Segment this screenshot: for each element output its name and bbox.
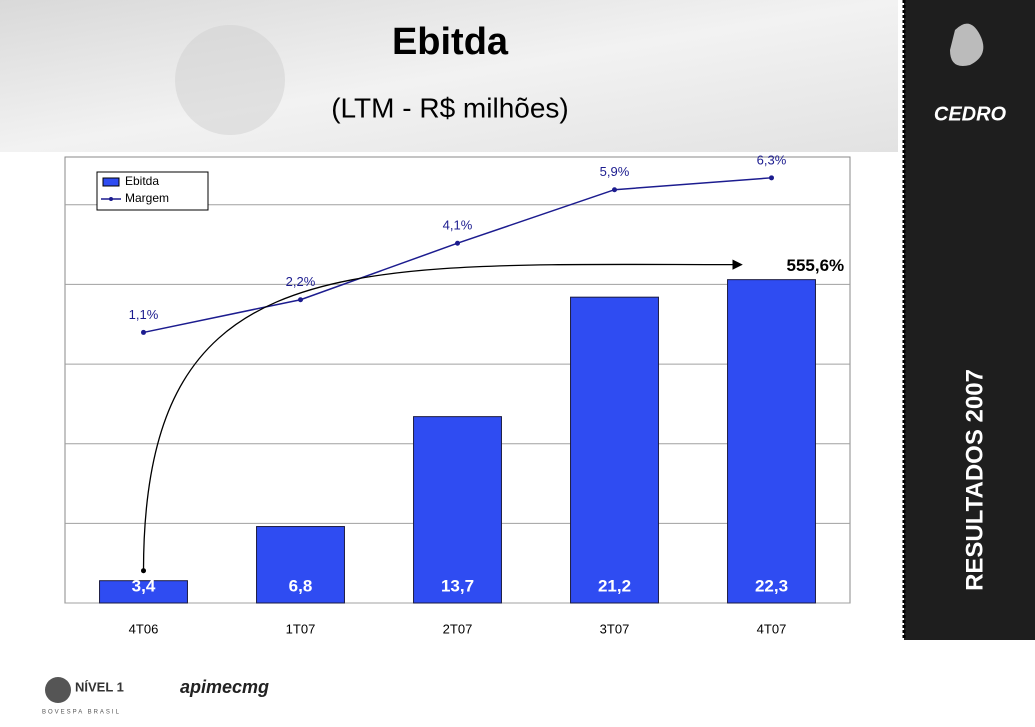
logo-icon xyxy=(950,23,984,67)
line-value-label: 2,2% xyxy=(286,274,316,289)
bar xyxy=(99,580,188,604)
chart: 4T06 1T07 2T07 3T07 4T07 3,4 6,8 13,7 21,2 22,3 1,… xyxy=(65,152,850,636)
line-point xyxy=(455,240,460,246)
x-tick-label: 1T07 xyxy=(286,621,316,636)
bar xyxy=(413,416,502,604)
line-value-label: 1,1% xyxy=(129,307,159,322)
footer-left-sub: BOVESPA BRASIL xyxy=(42,710,121,716)
header-band xyxy=(0,0,898,152)
bar-value-label: 22,3 xyxy=(755,576,788,595)
bar xyxy=(570,296,659,604)
line-value-label: 5,9% xyxy=(600,164,630,179)
legend-swatch xyxy=(102,177,120,187)
annotation-dot xyxy=(141,568,146,574)
line-value-label: 6,3% xyxy=(757,152,787,167)
legend-swatch-dot xyxy=(109,197,113,201)
bar xyxy=(727,279,816,604)
bar-value-label: 13,7 xyxy=(441,576,474,595)
chart-subtitle: (LTM - R$ milhões) xyxy=(331,92,569,123)
sidebar xyxy=(904,0,1035,640)
bar-value-label: 6,8 xyxy=(289,576,313,595)
bar-value-label: 21,2 xyxy=(598,576,631,595)
legend-label: Ebitda xyxy=(125,174,159,188)
sidebar-text: RESULTADOS 2007 xyxy=(961,369,988,591)
header-texture xyxy=(175,25,285,135)
x-tick-label: 3T07 xyxy=(600,621,630,636)
line-point xyxy=(612,187,617,193)
bar xyxy=(256,526,345,604)
footer-logo-icon xyxy=(45,677,71,703)
chart-title: Ebitda xyxy=(392,21,509,63)
line-point xyxy=(141,329,146,335)
line-point xyxy=(298,297,303,303)
x-tick-label: 4T07 xyxy=(757,621,787,636)
bar-value-label: 3,4 xyxy=(132,576,156,595)
line-value-label: 4,1% xyxy=(443,218,473,233)
footer-right: apimecmg xyxy=(180,677,269,697)
line-point xyxy=(769,175,774,181)
legend-label: Margem xyxy=(125,191,169,205)
x-tick-label: 4T06 xyxy=(129,621,159,636)
x-tick-label: 2T07 xyxy=(443,621,473,636)
annotation-arrow xyxy=(142,259,743,571)
annotation: 555,6% xyxy=(787,256,845,275)
footer-left: NÍVEL 1 xyxy=(75,679,124,694)
logo-text: CEDRO xyxy=(934,103,1007,125)
